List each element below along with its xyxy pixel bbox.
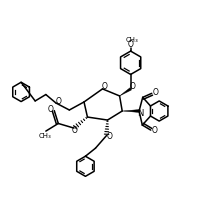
Text: O: O	[47, 104, 53, 114]
Text: O: O	[101, 82, 107, 91]
Polygon shape	[122, 110, 138, 112]
Text: CH₃: CH₃	[125, 37, 137, 43]
Text: O: O	[151, 126, 157, 135]
Text: CH₃: CH₃	[38, 133, 51, 138]
Text: O: O	[56, 97, 62, 106]
Polygon shape	[119, 88, 131, 96]
Text: O: O	[72, 126, 78, 135]
Text: N: N	[136, 109, 143, 118]
Text: O: O	[106, 132, 112, 141]
Text: O: O	[127, 40, 133, 49]
Text: O: O	[129, 82, 135, 91]
Text: O: O	[152, 88, 158, 97]
